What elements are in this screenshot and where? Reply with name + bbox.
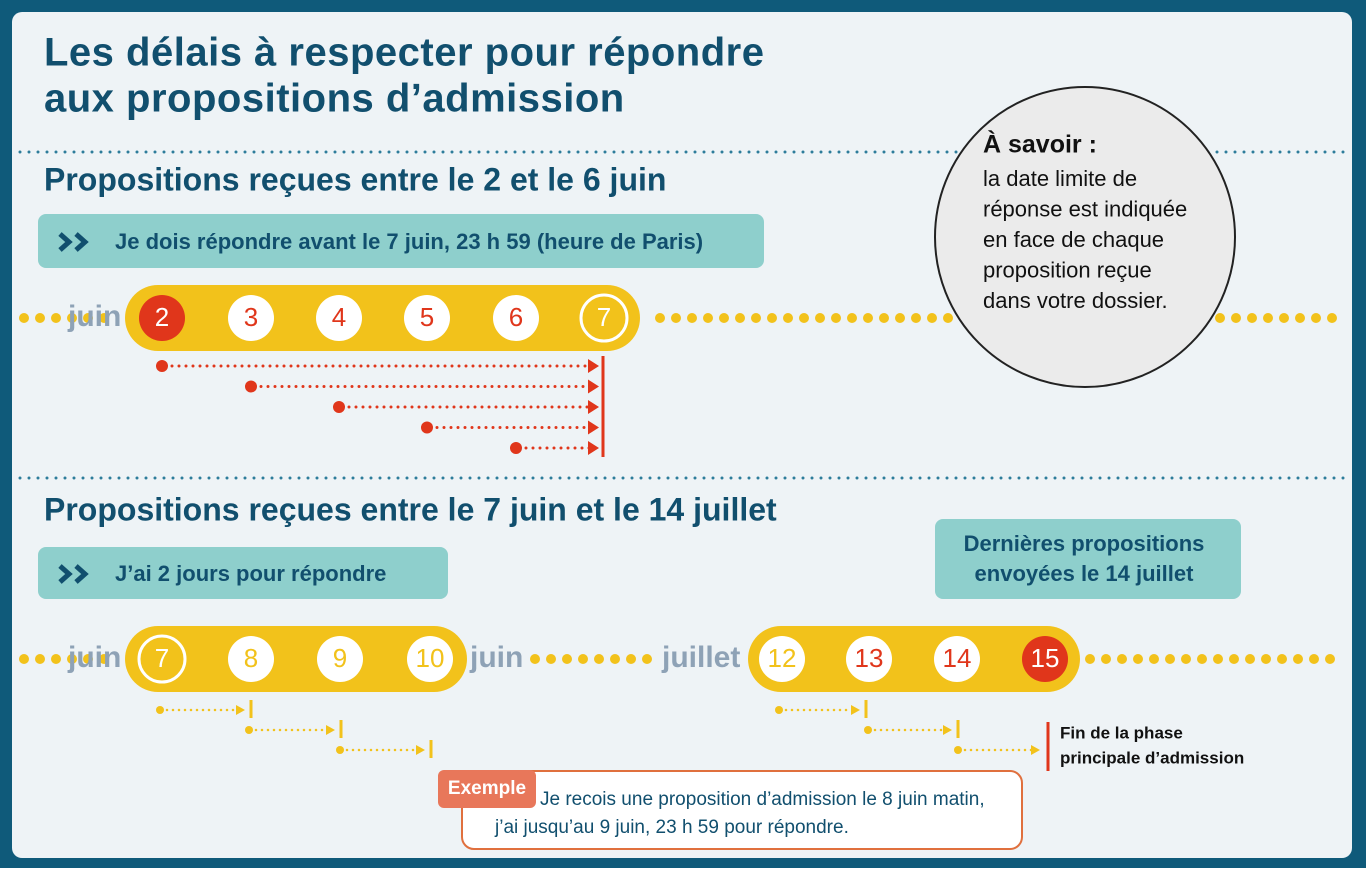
arrow-start xyxy=(954,746,962,754)
month-label: juin xyxy=(67,300,121,333)
note-line: dans votre dossier. xyxy=(983,288,1168,313)
day-label: 10 xyxy=(416,643,445,673)
chevron xyxy=(58,232,73,252)
note-line: proposition reçue xyxy=(983,257,1152,282)
arrow-start xyxy=(864,726,872,734)
day-label: 15 xyxy=(1031,643,1060,673)
arrow-head xyxy=(588,441,599,455)
title: aux propositions d’admission xyxy=(44,77,625,121)
note-line: en face de chaque xyxy=(983,227,1164,252)
month-label: juillet xyxy=(661,641,740,674)
banner-text: J’ai 2 jours pour répondre xyxy=(115,561,386,586)
day-label: 8 xyxy=(244,643,258,673)
example-line: Je recois une proposition d’admission le… xyxy=(540,789,985,810)
day-circle xyxy=(137,634,187,684)
arrow-head xyxy=(851,705,860,715)
arrow-head xyxy=(588,400,599,414)
chevron xyxy=(58,564,73,584)
day-label: 6 xyxy=(509,302,523,332)
day-circle xyxy=(1022,636,1068,682)
example-box xyxy=(461,770,1023,850)
arrow-start xyxy=(333,401,345,413)
arrow-head xyxy=(416,745,425,755)
example-line: j’ai jusqu’au 9 juin, 23 h 59 pour répon… xyxy=(494,817,849,838)
example-tag-text: Exemple xyxy=(448,778,526,799)
arrow-head xyxy=(1031,745,1040,755)
arrow-head xyxy=(588,379,599,394)
arrow-start xyxy=(336,746,344,754)
banner xyxy=(38,547,448,599)
day-circle xyxy=(228,636,274,682)
day-label: 4 xyxy=(332,302,346,332)
day-circle xyxy=(316,295,362,341)
arrow-start xyxy=(510,442,522,454)
day-label: 14 xyxy=(943,643,972,673)
day-circle xyxy=(407,636,453,682)
day-circle xyxy=(139,295,185,341)
arrow-start xyxy=(775,706,783,714)
last-banner-text: envoyées le 14 juillet xyxy=(975,561,1195,586)
chevron xyxy=(74,564,89,584)
day-label: 5 xyxy=(420,302,434,332)
arrow-head xyxy=(236,705,245,715)
day-circle xyxy=(846,636,892,682)
arrow-start xyxy=(156,706,164,714)
arrow-head xyxy=(326,725,335,735)
day-circle xyxy=(317,636,363,682)
day-label: 7 xyxy=(597,302,611,332)
day-circle xyxy=(493,295,539,341)
day-circle xyxy=(579,293,629,343)
month-label: juin xyxy=(469,641,523,674)
day-label: 13 xyxy=(855,643,884,673)
end-note: principale d’admission xyxy=(1060,748,1244,767)
chevron xyxy=(74,232,89,252)
arrow-head xyxy=(943,725,952,735)
timeline-pill xyxy=(125,626,467,692)
day-label: 12 xyxy=(768,643,797,673)
day-label: 9 xyxy=(333,643,347,673)
note-line: réponse est indiquée xyxy=(983,196,1187,221)
month-label: juin xyxy=(67,641,121,674)
section-heading: Propositions reçues entre le 2 et le 6 j… xyxy=(44,161,666,197)
arrow-start xyxy=(245,380,257,393)
end-note: Fin de la phase xyxy=(1060,723,1183,742)
day-circle xyxy=(228,295,274,341)
day-circle xyxy=(934,636,980,682)
day-label: 2 xyxy=(155,302,169,332)
arrow-start xyxy=(421,421,433,434)
arrow-start xyxy=(245,726,253,734)
arrow-head xyxy=(588,359,599,373)
example-tag xyxy=(438,770,536,808)
banner xyxy=(38,214,764,268)
arrow-head xyxy=(588,420,599,435)
arrow-start xyxy=(156,360,168,372)
note-line: la date limite de xyxy=(983,166,1137,191)
title: Les délais à respecter pour répondre xyxy=(44,31,764,75)
timeline-pill xyxy=(748,626,1080,692)
timeline-pill xyxy=(125,285,640,351)
note-circle xyxy=(934,86,1236,388)
last-banner-text: Dernières propositions xyxy=(964,531,1205,556)
note-heading: À savoir : xyxy=(983,130,1097,159)
day-circle xyxy=(404,295,450,341)
day-label: 3 xyxy=(244,302,258,332)
day-circle xyxy=(759,636,805,682)
day-label: 7 xyxy=(155,643,169,673)
last-banner xyxy=(935,519,1241,599)
section-heading: Propositions reçues entre le 7 juin et l… xyxy=(44,491,777,527)
banner-text: Je dois répondre avant le 7 juin, 23 h 5… xyxy=(115,229,703,254)
